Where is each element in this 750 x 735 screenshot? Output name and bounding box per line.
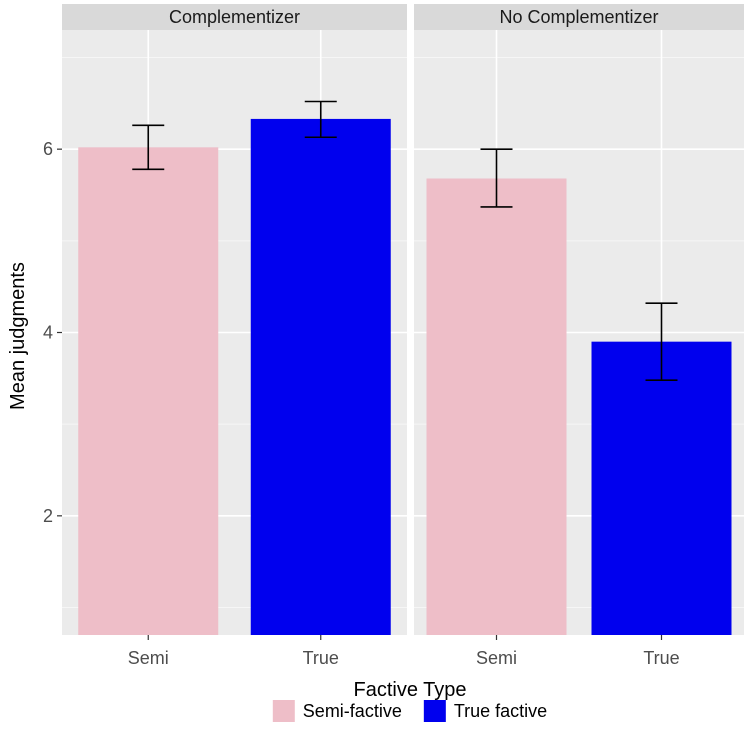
- facet-strip: [414, 4, 744, 30]
- facet-strip-label: Complementizer: [169, 7, 300, 27]
- bar-true: [250, 118, 391, 635]
- panels: Complementizer Semi True No Complementizer S…: [62, 4, 744, 668]
- legend-label: Semi-factive: [303, 701, 402, 721]
- facet-strip: [62, 4, 407, 30]
- legend-key: [423, 700, 446, 722]
- legend-label: True factive: [454, 701, 547, 721]
- x-tick-label: Semi: [476, 648, 517, 668]
- legend-key: [272, 700, 295, 722]
- y-axis: 2 4 6: [43, 139, 62, 526]
- error-bar: [480, 148, 513, 208]
- bar-true: [591, 341, 732, 635]
- error-bar: [304, 100, 337, 139]
- y-axis-title: Mean judgments: [7, 262, 29, 410]
- x-axis-title: Factive Type: [353, 679, 466, 701]
- error-bar: [645, 302, 678, 381]
- x-tick-label: Semi: [128, 648, 169, 668]
- facet-strip-label: No Complementizer: [499, 7, 658, 27]
- bar-semi: [426, 178, 567, 635]
- legend: Semi-factive True factive: [272, 700, 547, 722]
- y-tick-label: 2: [43, 506, 53, 526]
- legend-item: True factive: [423, 700, 547, 722]
- x-tick-label: True: [643, 648, 679, 668]
- legend-item: Semi-factive: [272, 700, 402, 722]
- panel-complementizer: Complementizer Semi True: [62, 4, 407, 668]
- y-tick-label: 4: [43, 323, 53, 343]
- error-bar: [132, 124, 165, 171]
- panel-no-complementizer: No Complementizer Semi True: [414, 4, 744, 668]
- y-tick-label: 6: [43, 139, 53, 159]
- bar-semi: [78, 147, 219, 636]
- x-tick-label: True: [303, 648, 339, 668]
